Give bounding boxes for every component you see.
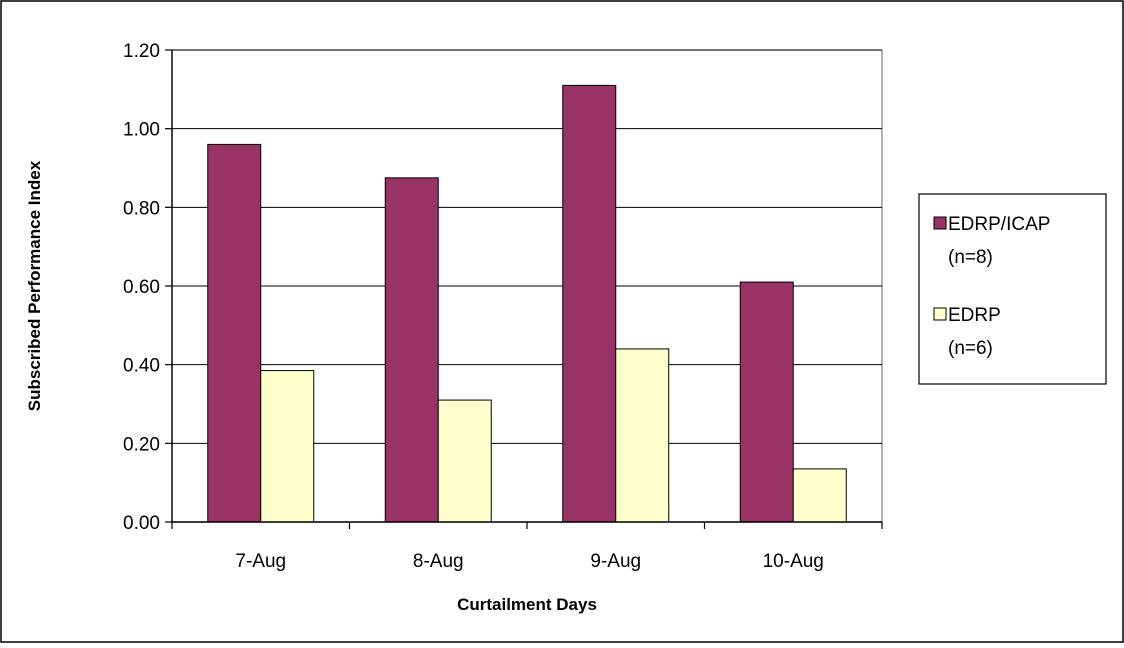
legend: EDRP/ICAP (n=8) EDRP (n=6) bbox=[918, 193, 1107, 385]
legend-items: EDRP/ICAP (n=8) EDRP (n=6) bbox=[933, 214, 1050, 359]
legend-box bbox=[918, 193, 1107, 385]
legend-label: EDRP bbox=[948, 305, 1001, 326]
legend-swatch bbox=[933, 216, 947, 230]
x-axis-title: Curtailment Days bbox=[457, 595, 597, 614]
bars bbox=[207, 84, 847, 523]
bar-edrp-icap bbox=[384, 177, 439, 523]
bar-edrp bbox=[792, 468, 847, 523]
y-axis-title: Subscribed Performance Index bbox=[25, 160, 44, 411]
x-tick-label: 7-Aug bbox=[235, 551, 286, 572]
bar-edrp bbox=[615, 348, 670, 523]
y-tick-label: 0.60 bbox=[123, 277, 160, 298]
y-tick-label: 1.20 bbox=[123, 41, 160, 62]
legend-swatch bbox=[933, 307, 947, 321]
x-tick-labels: 7-Aug 8-Aug 9-Aug 10-Aug bbox=[235, 551, 823, 572]
legend-label: EDRP/ICAP bbox=[948, 214, 1050, 235]
legend-label: (n=8) bbox=[948, 247, 993, 268]
x-tick-label: 9-Aug bbox=[590, 551, 641, 572]
y-tick-label: 0.00 bbox=[123, 513, 160, 534]
y-tick-label: 1.00 bbox=[123, 120, 160, 141]
bar-edrp-icap bbox=[207, 143, 262, 523]
axes bbox=[165, 49, 883, 529]
x-tick-label: 8-Aug bbox=[413, 551, 464, 572]
y-tick-label: 0.20 bbox=[123, 434, 160, 455]
bar-edrp-icap bbox=[739, 281, 794, 523]
bar-edrp-icap bbox=[562, 84, 617, 523]
x-tick-label: 10-Aug bbox=[763, 551, 824, 572]
y-tick-label: 0.80 bbox=[123, 198, 160, 219]
y-tick-label: 0.40 bbox=[123, 356, 160, 377]
bar-edrp bbox=[437, 399, 492, 523]
y-tick-labels: 0.00 0.20 0.40 0.60 0.80 1.00 1.20 bbox=[123, 41, 160, 534]
bar-edrp bbox=[260, 370, 315, 523]
legend-label: (n=6) bbox=[948, 338, 993, 359]
